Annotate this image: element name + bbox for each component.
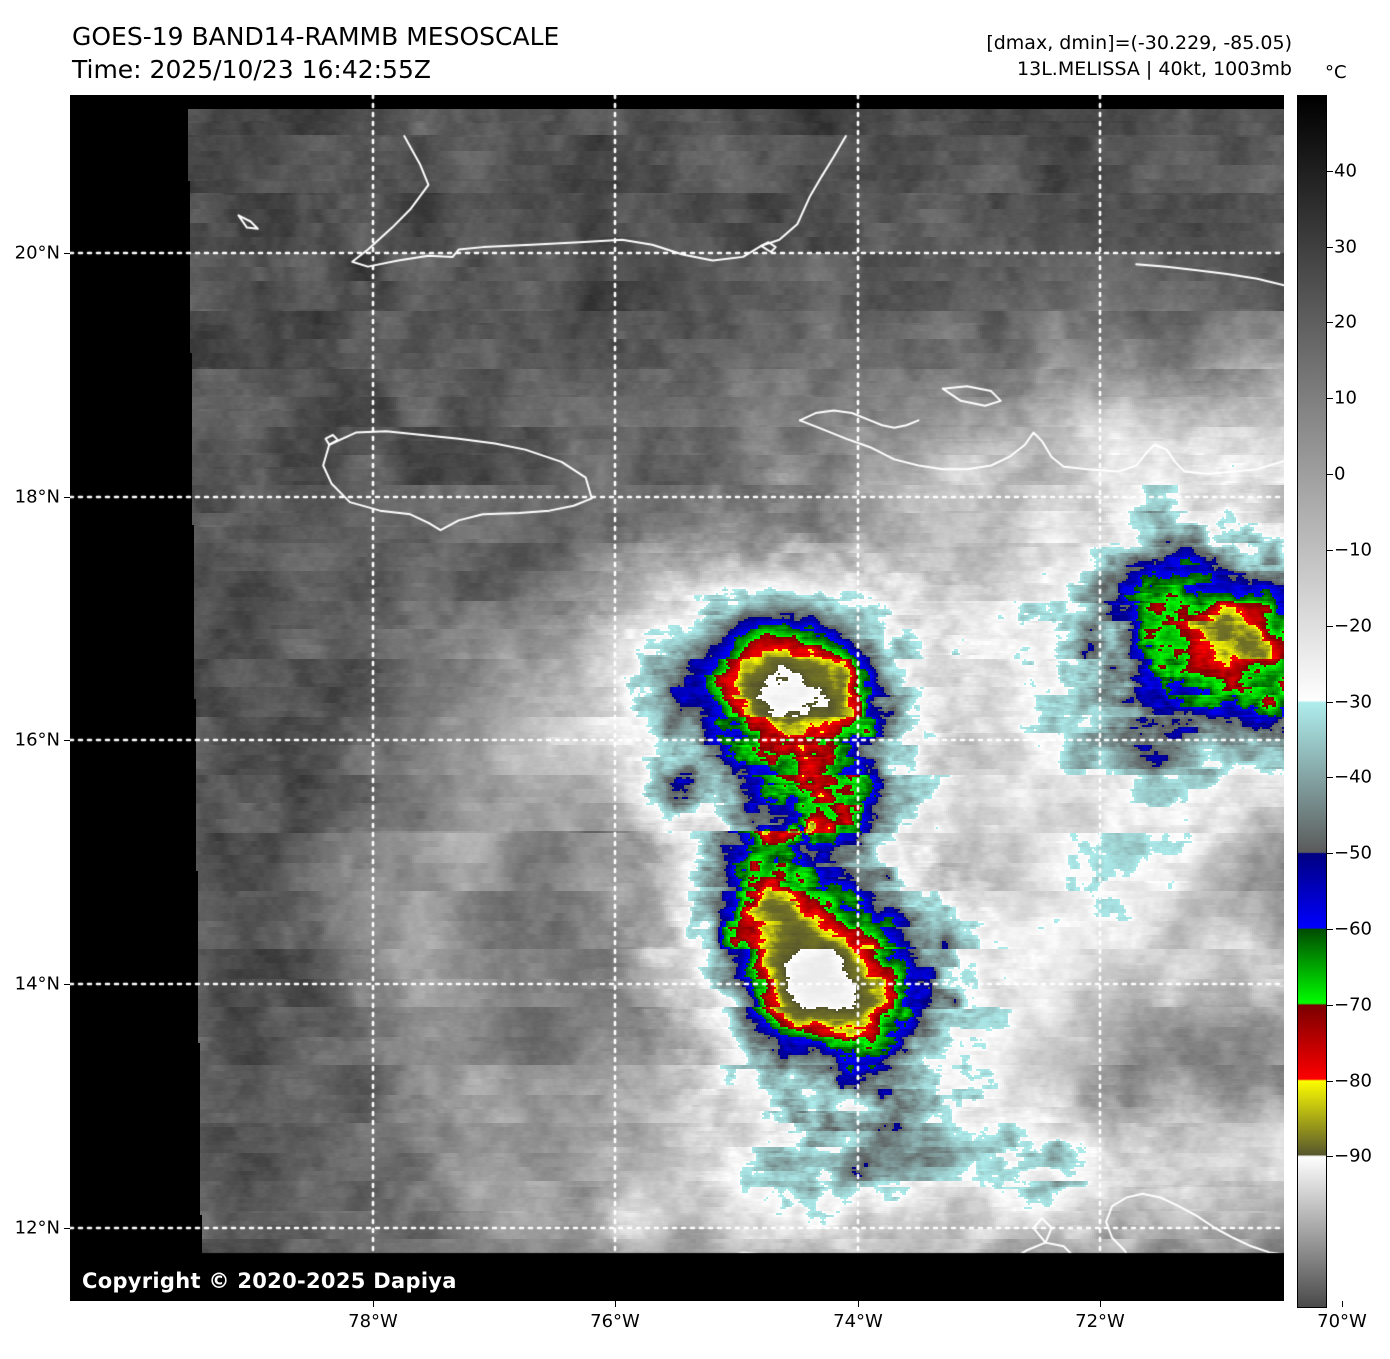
- colorbar-tick-label: −80: [1334, 1070, 1372, 1092]
- colorbar-tick-mark: [1327, 777, 1333, 779]
- colorbar-gradient: [1298, 96, 1326, 1307]
- colorbar-tick-mark: [1327, 474, 1333, 476]
- colorbar-unit-label: °C: [1325, 62, 1347, 83]
- colorbar-tick-label: 20: [1334, 311, 1357, 333]
- lon-tick-label: 78°W: [348, 1311, 398, 1332]
- colorbar-tick-label: −70: [1334, 994, 1372, 1016]
- satellite-image-plot[interactable]: Copyright © 2020-2025 Dapiya: [70, 95, 1284, 1301]
- storm-info-label: 13L.MELISSA | 40kt, 1003mb: [1017, 58, 1292, 80]
- colorbar-tick-label: −60: [1334, 918, 1372, 940]
- lat-tick-label: 20°N: [14, 242, 60, 264]
- colorbar-tick-mark: [1327, 853, 1333, 855]
- copyright-notice: Copyright © 2020-2025 Dapiya: [82, 1269, 457, 1293]
- lat-tick-mark: [64, 740, 70, 741]
- colorbar-tick-label: 30: [1334, 236, 1357, 258]
- colorbar-tick-mark: [1327, 398, 1333, 400]
- lon-tick-mark: [858, 1301, 859, 1307]
- colorbar-tick-label: −40: [1334, 766, 1372, 788]
- title-block: GOES-19 BAND14-RAMMB MESOSCALE Time: 202…: [72, 20, 559, 86]
- colorbar-tick-label: 10: [1334, 387, 1357, 409]
- colorbar-tick-label: 0: [1334, 463, 1346, 485]
- lat-tick-label: 12°N: [14, 1217, 60, 1239]
- lat-tick-label: 18°N: [14, 486, 60, 508]
- dmax-dmin-label: [dmax, dmin]=(-30.229, -85.05): [986, 32, 1292, 54]
- colorbar-tick-mark: [1327, 701, 1333, 703]
- colorbar-tick-mark: [1327, 1004, 1333, 1006]
- lon-tick-mark: [1342, 1301, 1343, 1307]
- lat-tick-mark: [64, 1228, 70, 1229]
- timestamp-label: Time: 2025/10/23 16:42:55Z: [72, 55, 431, 84]
- lon-tick-label: 74°W: [833, 1311, 883, 1332]
- lat-lon-graticule: [70, 95, 1284, 1301]
- lon-tick-mark: [373, 1301, 374, 1307]
- colorbar-tick-label: −10: [1334, 539, 1372, 561]
- colorbar-tick-mark: [1327, 625, 1333, 627]
- colorbar-tick-mark: [1327, 549, 1333, 551]
- colorbar-tick-label: −50: [1334, 842, 1372, 864]
- colorbar-tick-mark: [1327, 322, 1333, 324]
- colorbar-tick-mark: [1327, 1080, 1333, 1082]
- colorbar-tick-mark: [1327, 170, 1333, 172]
- colorbar-tick-mark: [1327, 928, 1333, 930]
- metadata-block: [dmax, dmin]=(-30.229, -85.05) 13L.MELIS…: [986, 30, 1292, 82]
- lat-tick-label: 16°N: [14, 729, 60, 751]
- lat-tick-mark: [64, 984, 70, 985]
- colorbar-tick-label: −20: [1334, 615, 1372, 637]
- colorbar-tick-mark: [1327, 246, 1333, 248]
- colorbar-tick-label: 40: [1334, 160, 1357, 182]
- colorbar: [1297, 95, 1327, 1308]
- lat-tick-label: 14°N: [14, 973, 60, 995]
- colorbar-tick-label: −90: [1334, 1145, 1372, 1167]
- lon-tick-mark: [615, 1301, 616, 1307]
- lat-tick-mark: [64, 253, 70, 254]
- lon-tick-label: 70°W: [1317, 1311, 1367, 1332]
- colorbar-tick-label: −30: [1334, 691, 1372, 712]
- lon-tick-label: 72°W: [1075, 1311, 1125, 1332]
- lon-tick-label: 76°W: [590, 1311, 640, 1332]
- lon-tick-mark: [1100, 1301, 1101, 1307]
- lat-tick-mark: [64, 497, 70, 498]
- colorbar-tick-mark: [1327, 1156, 1333, 1158]
- page-title: GOES-19 BAND14-RAMMB MESOSCALE: [72, 22, 560, 51]
